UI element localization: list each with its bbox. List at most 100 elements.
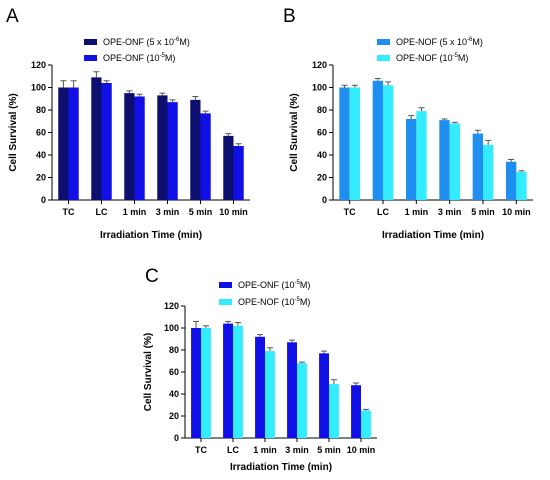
bar: [134, 96, 145, 200]
x-tick-label: TC: [344, 207, 356, 217]
y-tick-label: 40: [317, 150, 327, 160]
x-tick-label: 5 min: [317, 445, 341, 455]
legend-entry: OPE-ONF (10-5M): [238, 280, 310, 290]
legend-entry: OPE-NOF (5 x 10-6M): [396, 37, 483, 47]
y-tick-label: 80: [169, 345, 179, 355]
bar: [372, 80, 383, 200]
bar: [319, 353, 329, 438]
panel-label: A: [6, 6, 19, 27]
legend-swatch: [84, 55, 97, 61]
legend-swatch: [219, 282, 232, 288]
x-tick-label: LC: [96, 207, 108, 217]
x-tick-label: TC: [63, 207, 75, 217]
bar: [416, 111, 427, 200]
x-tick-label: 1 min: [123, 207, 147, 217]
bar: [439, 120, 450, 200]
bar: [201, 328, 211, 438]
x-tick-label: 5 min: [189, 207, 213, 217]
y-tick-label: 20: [317, 173, 327, 183]
x-tick-label: 1 min: [253, 445, 277, 455]
y-tick-label: 60: [317, 128, 327, 138]
y-tick-label: 20: [36, 173, 46, 183]
chart-panel-a: A OPE-ONF (5 x 10-6M) OPE-ONF (10-5M) 0 20 40…: [6, 6, 250, 241]
x-tick-label: LC: [227, 445, 239, 455]
bar: [223, 135, 234, 200]
y-tick-label: 120: [312, 60, 327, 70]
legend-swatch: [377, 55, 390, 61]
x-tick-label: 1 min: [405, 207, 429, 217]
y-tick-label: 120: [164, 301, 179, 311]
panel-label: C: [145, 266, 159, 287]
bar: [68, 87, 79, 200]
x-tick-label: 3 min: [156, 207, 180, 217]
y-tick-label: 120: [31, 60, 46, 70]
y-axis-title: Cell Survival (%): [289, 93, 300, 171]
bar: [516, 171, 527, 200]
bar: [233, 146, 244, 200]
x-axis-title: Irradiation Time (min): [382, 230, 484, 241]
y-tick-label: 80: [36, 105, 46, 115]
y-tick-label: 0: [41, 195, 46, 205]
y-tick-label: 40: [36, 150, 46, 160]
bar: [124, 93, 135, 200]
bar: [58, 87, 69, 200]
chart-panel-b: B OPE-NOF (5 x 10-6M) OPE-NOF (10-5M) 0 20 40…: [283, 6, 533, 241]
y-tick-label: 60: [169, 367, 179, 377]
legend-entry: OPE-ONF (10-5M): [103, 53, 175, 63]
bar: [483, 144, 494, 200]
y-tick-label: 20: [169, 411, 179, 421]
x-tick-label: 10 min: [502, 207, 531, 217]
bar: [167, 102, 178, 200]
bar: [233, 325, 243, 438]
y-tick-label: 100: [312, 83, 327, 93]
chart-panel-c: C OPE-ONF (10-5M) OPE-NOF (10-5M) 0 20 40 60 80…: [143, 266, 377, 473]
legend-swatch: [84, 39, 97, 45]
x-tick-label: 3 min: [438, 207, 462, 217]
x-tick-label: 5 min: [471, 207, 495, 217]
bar: [351, 385, 361, 438]
legend-swatch: [219, 299, 232, 305]
legend-entry: OPE-ONF (5 x 10-6M): [103, 37, 190, 47]
y-axis-title: Cell Survival (%): [143, 333, 154, 411]
y-axis-title: Cell Survival (%): [8, 93, 19, 171]
legend-entry: OPE-NOF (10-5M): [238, 297, 310, 307]
x-tick-label: LC: [377, 207, 389, 217]
bar: [223, 323, 233, 438]
bar: [200, 113, 211, 200]
bar: [265, 351, 275, 438]
bar: [191, 328, 201, 438]
x-tick-label: 10 min: [219, 207, 248, 217]
x-axis-title: Irradiation Time (min): [230, 462, 332, 473]
x-tick-label: 10 min: [347, 445, 376, 455]
bar: [157, 95, 168, 200]
bar: [349, 87, 360, 200]
y-tick-label: 40: [169, 389, 179, 399]
y-tick-label: 100: [31, 83, 46, 93]
bar: [506, 161, 517, 200]
bar: [329, 384, 339, 438]
bar: [91, 77, 102, 200]
bar: [472, 133, 483, 200]
bar: [361, 410, 371, 438]
bar: [297, 363, 307, 438]
bar: [406, 119, 417, 200]
y-tick-label: 80: [317, 105, 327, 115]
bar: [449, 123, 460, 200]
y-tick-label: 100: [164, 323, 179, 333]
panel-label: B: [283, 6, 296, 27]
bar: [339, 87, 350, 200]
y-tick-label: 0: [322, 195, 327, 205]
y-tick-label: 60: [36, 128, 46, 138]
bar: [101, 83, 112, 200]
bar: [383, 85, 394, 200]
x-tick-label: TC: [195, 445, 207, 455]
bar: [287, 342, 297, 438]
bar: [190, 99, 201, 200]
x-axis-title: Irradiation Time (min): [100, 230, 202, 241]
y-tick-label: 0: [174, 433, 179, 443]
x-tick-label: 3 min: [285, 445, 309, 455]
bar: [255, 336, 265, 438]
legend-swatch: [377, 39, 390, 45]
legend-entry: OPE-NOF (10-5M): [396, 53, 468, 63]
